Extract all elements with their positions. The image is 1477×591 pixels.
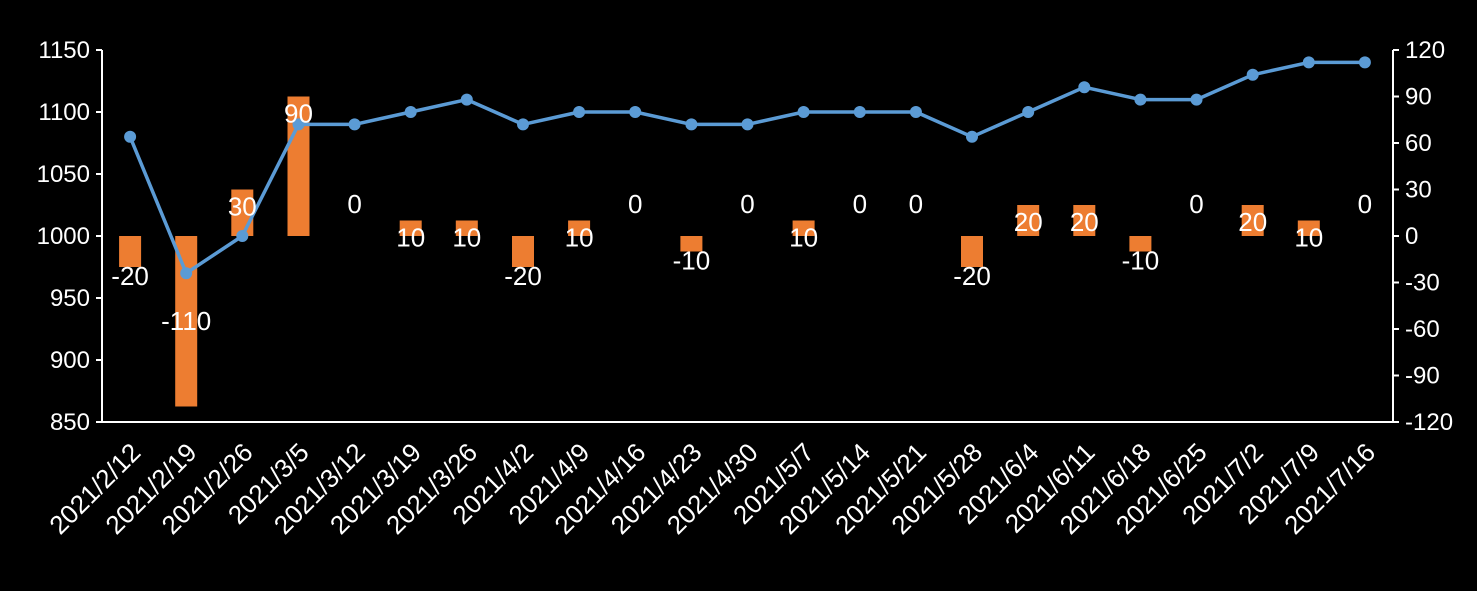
bar-2021/5/7 (792, 220, 815, 236)
data-label-2021/6/18: -10 (1122, 246, 1160, 276)
y-right-tick-label: -60 (1405, 316, 1440, 343)
line-point-2021/5/7 (797, 106, 810, 118)
line-point-2021/5/28 (966, 130, 978, 143)
data-label-2021/4/16: 0 (628, 189, 642, 219)
data-label-2021/5/14: 0 (853, 189, 867, 219)
data-label-2021/5/21: 0 (909, 189, 923, 219)
line-point-2021/7/16 (1358, 56, 1371, 69)
line-path (128, 60, 1365, 275)
line-point-2021/6/18 (1134, 93, 1147, 106)
y-left-tick-label: 1000 (37, 223, 90, 250)
y-left-tick-label: 1150 (38, 37, 90, 64)
data-label-2021/7/2: 20 (1238, 207, 1267, 237)
line-point-2021/6/4 (1022, 106, 1035, 118)
bar-2021/6/4 (1017, 205, 1040, 236)
line-point-2021/4/9 (573, 106, 586, 118)
y-right-tick-label: -30 (1405, 270, 1440, 297)
line-point-2021/4/30 (741, 118, 754, 131)
data-label-2021/4/2: -20 (504, 261, 542, 291)
y-left-tick-label: 850 (50, 409, 90, 436)
data-label-2021/4/23: -10 (673, 246, 711, 276)
bar-2021/2/19 (175, 236, 198, 407)
bar-2021/7/2 (1241, 205, 1264, 236)
y-right-tick-label: 120 (1405, 37, 1445, 64)
data-label-2021/7/16: 0 (1358, 189, 1372, 219)
bar-2021/6/18 (1129, 236, 1152, 252)
data-label-2021/4/30: 0 (740, 189, 754, 219)
bar-2021/7/9 (1297, 220, 1320, 236)
data-label-2021/2/19: -110 (161, 306, 211, 336)
data-label-2021/3/5: 90 (284, 99, 313, 129)
line-point-2021/2/26 (236, 230, 249, 242)
y-left-tick-label: 1050 (37, 161, 90, 188)
line-point-2021/3/12 (348, 118, 361, 131)
y-left-tick-label: 950 (50, 285, 90, 312)
y-left-tick-label: 900 (50, 347, 90, 374)
line-point-2021/5/14 (853, 106, 866, 118)
line-point-2021/7/2 (1246, 68, 1259, 81)
y-right-tick-label: -120 (1405, 409, 1453, 436)
line-point-2021/2/19 (180, 267, 193, 280)
line-point-2021/2/12 (124, 130, 137, 143)
data-label-2021/2/12: -20 (111, 261, 149, 291)
y-right-tick-label: 90 (1405, 84, 1432, 111)
y-right-tick-label: 30 (1405, 177, 1432, 204)
data-label-2021/5/7: 10 (789, 223, 818, 253)
y-right-tick-label: 0 (1405, 223, 1418, 250)
line-point-2021/5/21 (909, 106, 922, 118)
data-label-2021/3/12: 0 (347, 189, 361, 219)
y-left-tick-label: 1100 (38, 99, 90, 126)
bar-2021/5/28 (961, 236, 983, 267)
bar-2021/2/12 (119, 236, 142, 267)
bar-2021/4/2 (512, 236, 534, 267)
data-label-2021/7/9: 10 (1294, 223, 1323, 253)
bar-2021/4/23 (680, 236, 703, 252)
line-series-level (124, 56, 1371, 280)
data-label-2021/2/26: 30 (228, 192, 257, 222)
line-point-2021/3/26 (460, 93, 473, 106)
line-point-2021/3/5 (292, 118, 305, 131)
y-right-tick-label: 60 (1405, 130, 1432, 157)
line-point-2021/4/23 (685, 118, 698, 131)
line-point-2021/6/11 (1078, 81, 1091, 94)
data-label-2021/6/25: 0 (1189, 189, 1203, 219)
bar-2021/3/26 (455, 220, 478, 236)
data-label-2021/4/9: 10 (565, 223, 594, 253)
data-label-2021/3/26: 10 (452, 223, 481, 253)
bar-2021/4/9 (568, 220, 591, 236)
line-point-2021/6/25 (1190, 93, 1203, 106)
bar-2021/3/19 (399, 220, 422, 236)
line-point-2021/4/2 (517, 118, 529, 131)
bar-series-change (119, 96, 1320, 407)
line-point-2021/7/9 (1302, 56, 1315, 69)
y-right-tick-label: -90 (1405, 363, 1440, 390)
data-label-2021/6/4: 20 (1014, 207, 1043, 237)
data-label-2021/5/28: -20 (953, 261, 991, 291)
bar-2021/6/11 (1073, 205, 1096, 236)
data-label-2021/6/11: 20 (1070, 207, 1099, 237)
bar-2021/3/5 (287, 96, 310, 236)
line-point-2021/4/16 (629, 106, 642, 118)
line-point-2021/3/19 (404, 106, 417, 118)
axes: 8509009501000105011001150-120-90-60-3003… (37, 37, 1453, 540)
data-labels: -20 -110 30 90 0 10 10 -20 10 0 -10 0 10 0 0 -20 20 20 -10… (111, 99, 1372, 337)
data-label-2021/3/19: 10 (396, 223, 425, 253)
